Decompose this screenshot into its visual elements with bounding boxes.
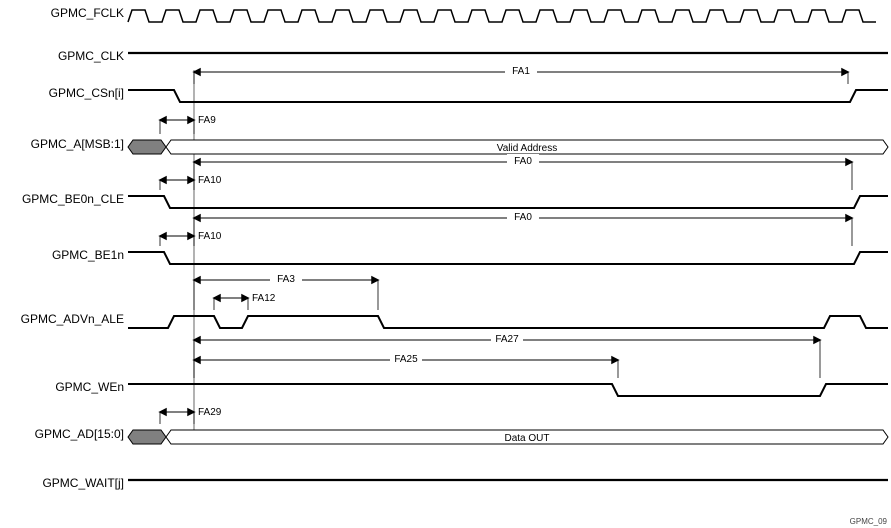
- svg-text:FA0: FA0: [514, 212, 532, 223]
- svg-text:FA29: FA29: [198, 407, 222, 418]
- svg-text:FA1: FA1: [512, 66, 530, 77]
- svg-text:FA3: FA3: [277, 274, 295, 285]
- svg-text:FA27: FA27: [495, 334, 519, 345]
- footer-id: GPMC_09: [850, 517, 887, 526]
- svg-text:Data OUT: Data OUT: [504, 433, 549, 444]
- svg-text:FA9: FA9: [198, 115, 216, 126]
- svg-text:FA10: FA10: [198, 175, 222, 186]
- svg-text:FA10: FA10: [198, 231, 222, 242]
- svg-text:FA12: FA12: [252, 293, 276, 304]
- svg-text:FA0: FA0: [514, 156, 532, 167]
- svg-text:Valid Address: Valid Address: [497, 143, 557, 154]
- svg-text:FA25: FA25: [394, 354, 418, 365]
- timing-canvas: Valid Address Data OUT FA1 FA9 FA0 FA10 FA0 FA1…: [0, 0, 891, 528]
